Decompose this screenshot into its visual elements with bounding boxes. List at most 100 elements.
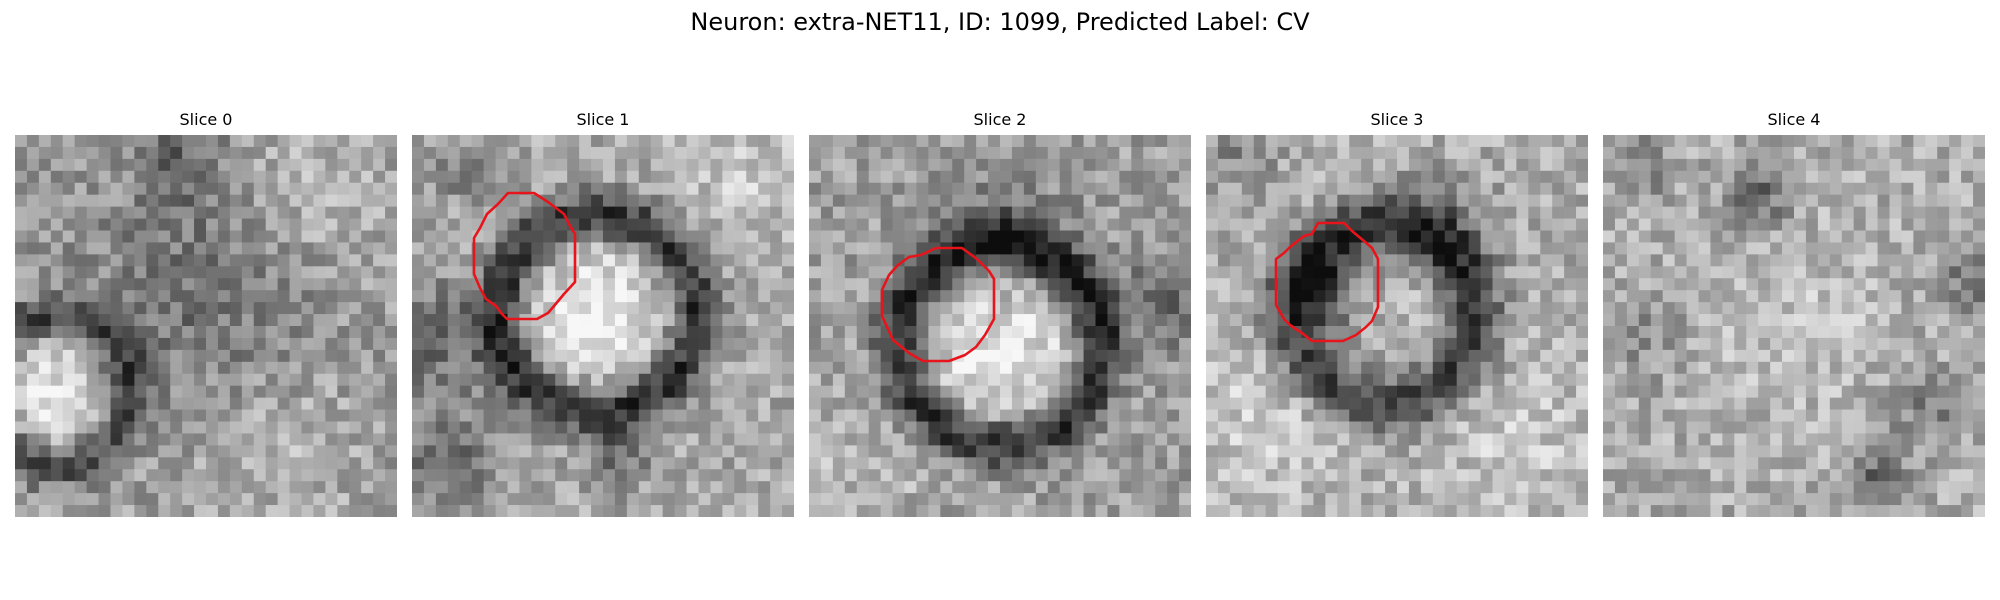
pixel — [1000, 218, 1013, 231]
pixel — [531, 158, 544, 172]
pixel — [253, 349, 267, 363]
pixel — [1143, 242, 1156, 255]
pixel — [892, 278, 905, 291]
pixel — [483, 397, 496, 410]
pixel — [1782, 326, 1795, 339]
pixel — [110, 361, 123, 375]
pixel — [940, 457, 953, 470]
pixel — [1877, 230, 1890, 243]
pixel — [892, 409, 905, 422]
pixel — [916, 314, 929, 327]
pixel — [1095, 158, 1108, 172]
pixel — [1071, 146, 1084, 160]
pixel — [361, 242, 374, 255]
pixel — [62, 433, 76, 446]
pixel — [1805, 349, 1819, 363]
slice-title: Slice 0 — [179, 110, 233, 129]
pixel — [782, 170, 794, 184]
pixel — [447, 206, 461, 219]
pixel — [1564, 302, 1577, 315]
pixel — [1325, 326, 1338, 339]
pixel — [1023, 158, 1037, 172]
pixel — [531, 170, 544, 184]
pixel — [614, 170, 628, 184]
pixel — [459, 349, 473, 363]
pixel — [1961, 326, 1974, 339]
pixel — [1456, 421, 1470, 434]
pixel — [1385, 182, 1398, 196]
pixel — [579, 254, 592, 267]
segmentation-contour — [472, 191, 577, 321]
pixel — [868, 218, 882, 231]
pixel — [241, 242, 255, 255]
pixel — [1131, 373, 1144, 387]
pixel — [1614, 421, 1628, 434]
pixel — [1083, 505, 1096, 517]
pixel — [170, 314, 183, 327]
pixel — [1217, 218, 1231, 231]
pixel — [435, 385, 449, 399]
pixel — [722, 135, 735, 148]
pixel — [1889, 146, 1902, 160]
pixel — [1206, 409, 1219, 422]
pixel — [880, 445, 893, 458]
pixel — [928, 505, 941, 517]
pixel — [1095, 135, 1108, 148]
pixel — [1710, 361, 1723, 375]
pixel — [507, 361, 520, 375]
pixel — [1492, 445, 1505, 458]
pixel — [1734, 361, 1747, 375]
pixel — [1253, 290, 1267, 303]
pixel — [1865, 218, 1878, 231]
pixel — [110, 218, 123, 231]
pixel — [1253, 326, 1267, 339]
pixel — [313, 433, 326, 446]
pixel — [1397, 469, 1410, 482]
pixel — [361, 146, 374, 160]
pixel — [471, 409, 485, 422]
pixel — [1686, 266, 1699, 279]
pixel — [1662, 361, 1676, 375]
pixel — [1397, 445, 1410, 458]
pixel — [277, 433, 290, 446]
pixel — [1301, 457, 1314, 470]
pixel — [15, 135, 28, 148]
pixel — [1492, 481, 1505, 494]
pixel — [880, 337, 893, 351]
pixel — [1794, 242, 1807, 255]
pixel — [809, 409, 822, 422]
pixel — [1564, 254, 1577, 267]
pixel — [194, 457, 207, 470]
pixel — [531, 254, 544, 267]
pixel — [325, 349, 338, 363]
pixel — [1758, 302, 1771, 315]
pixel — [614, 278, 628, 291]
pixel — [349, 266, 362, 279]
pixel — [194, 421, 207, 434]
pixel — [650, 445, 664, 458]
pixel — [1925, 194, 1938, 208]
pixel — [1949, 146, 1962, 160]
pixel — [892, 457, 905, 470]
pixel — [241, 457, 255, 470]
pixel — [1722, 182, 1735, 196]
pixel — [1143, 445, 1156, 458]
pixel — [412, 302, 425, 315]
pixel — [1925, 337, 1938, 351]
pixel — [1564, 445, 1577, 458]
pixel — [1805, 445, 1819, 458]
pixel — [543, 218, 556, 231]
pixel — [1662, 337, 1676, 351]
pixel — [337, 457, 350, 470]
pixel — [507, 385, 520, 399]
pixel — [1516, 457, 1529, 470]
pixel — [940, 230, 953, 243]
pixel — [976, 218, 989, 231]
pixel — [1492, 397, 1505, 410]
pixel — [385, 409, 397, 422]
pixel — [361, 170, 374, 184]
pixel — [904, 433, 917, 446]
pixel — [952, 182, 965, 196]
pixel — [1925, 254, 1938, 267]
pixel — [1059, 194, 1073, 208]
